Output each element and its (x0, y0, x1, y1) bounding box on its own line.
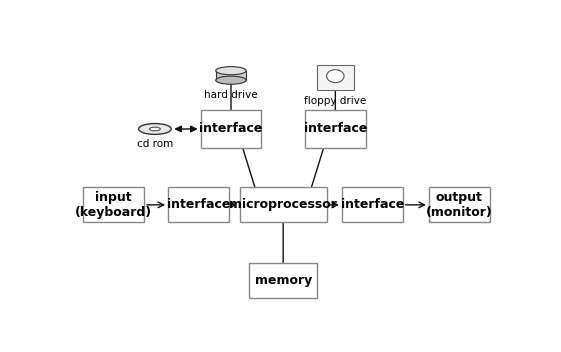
Text: input
(keyboard): input (keyboard) (75, 191, 152, 219)
Bar (317, 65, 354, 90)
Bar (168, 187, 229, 222)
Text: memory: memory (255, 274, 312, 287)
Text: output
(monitor): output (monitor) (426, 191, 493, 219)
Bar (429, 187, 490, 222)
Text: interface: interface (167, 199, 230, 211)
Bar (216, 71, 246, 80)
Ellipse shape (327, 70, 344, 83)
Text: interface: interface (304, 122, 367, 136)
Bar (342, 187, 403, 222)
Bar (83, 187, 144, 222)
Ellipse shape (149, 127, 160, 131)
Bar (305, 110, 366, 148)
Text: hard drive: hard drive (204, 90, 258, 100)
Text: interface: interface (199, 122, 263, 136)
Text: interface: interface (341, 199, 404, 211)
Ellipse shape (139, 124, 171, 134)
Text: floppy drive: floppy drive (304, 96, 366, 106)
Text: cd rom: cd rom (137, 139, 173, 149)
Text: microprocessor: microprocessor (229, 199, 337, 211)
Ellipse shape (216, 76, 246, 84)
Bar (201, 110, 261, 148)
Bar (240, 187, 327, 222)
Bar (250, 263, 317, 298)
Ellipse shape (216, 67, 246, 75)
